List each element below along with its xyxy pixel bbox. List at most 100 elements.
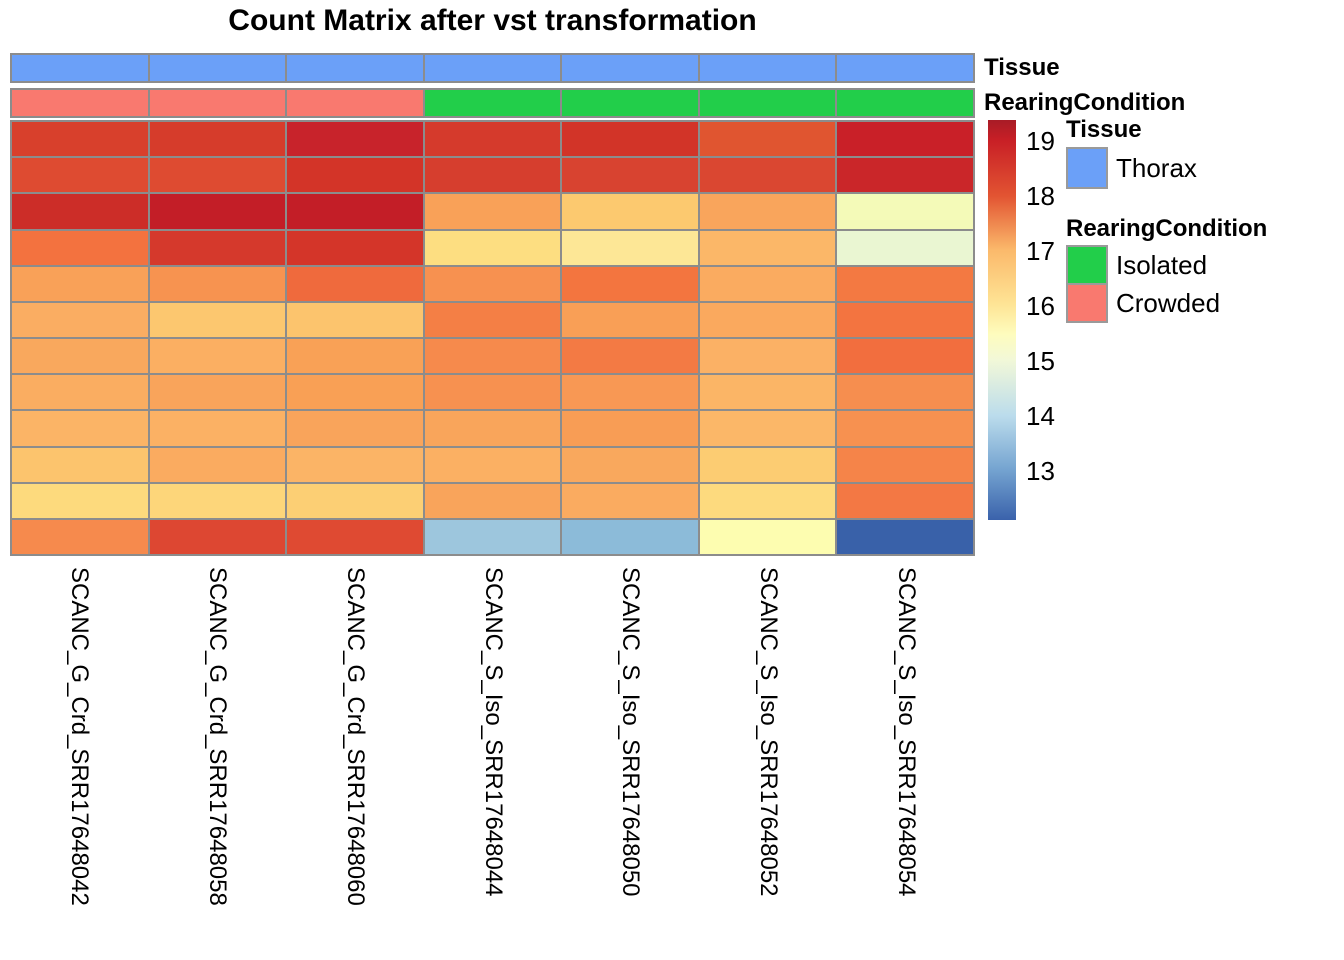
legend-crowded-swatch xyxy=(1066,283,1108,323)
heatmap-cell-r7-c5 xyxy=(562,339,698,374)
heatmap-cell-r11-c6 xyxy=(699,483,836,518)
tissue-annotation-cell-c1 xyxy=(12,55,148,81)
rearing-condition-annotation-bar xyxy=(10,88,975,118)
heatmap-cell-r3-c6 xyxy=(699,194,836,229)
heatmap-cell-r10-c4 xyxy=(424,447,561,482)
heatmap-cell-r6-c4 xyxy=(424,302,561,337)
heatmap-cell-r5-c6 xyxy=(699,266,836,301)
column-label-4: SCANC_S_Iso_SRR17648044 xyxy=(479,567,507,897)
column-label-2: SCANC_G_Crd_SRR17648058 xyxy=(203,567,231,906)
heatmap-cell-r1-c7 xyxy=(837,122,973,157)
heatmap-cell-r6-c6 xyxy=(699,302,836,337)
heatmap-cell-r10-c3 xyxy=(287,447,423,482)
heatmap-cell-r5-c2 xyxy=(149,266,286,301)
heatmap-cell-r7-c2 xyxy=(149,339,286,374)
heatmap-cell-r12-c3 xyxy=(287,519,423,554)
heatmap-cell-r7-c3 xyxy=(287,339,423,374)
column-label-5: SCANC_S_Iso_SRR17648050 xyxy=(617,567,645,897)
column-label-3: SCANC_G_Crd_SRR17648060 xyxy=(341,567,369,906)
heatmap-cell-r11-c1 xyxy=(12,483,148,518)
heatmap-cell-r5-c1 xyxy=(12,266,148,301)
rearingcondition-annotation-cell-c3 xyxy=(287,90,423,116)
heatmap-cell-r11-c5 xyxy=(562,483,698,518)
heatmap-cell-r9-c5 xyxy=(562,411,698,446)
heatmap-cell-r8-c4 xyxy=(424,375,561,410)
heatmap-cell-r7-c6 xyxy=(699,339,836,374)
heatmap-cell-r2-c1 xyxy=(12,158,148,193)
heatmap-cell-r8-c5 xyxy=(562,375,698,410)
heatmap-cell-r8-c6 xyxy=(699,375,836,410)
heatmap-cell-r12-c6 xyxy=(699,519,836,554)
heatmap-cell-r6-c3 xyxy=(287,302,423,337)
heatmap-cell-r12-c2 xyxy=(149,519,286,554)
heatmap-cell-r4-c6 xyxy=(699,230,836,265)
heatmap-cell-r3-c7 xyxy=(837,194,973,229)
heatmap-cell-r9-c3 xyxy=(287,411,423,446)
heatmap-cell-r5-c4 xyxy=(424,266,561,301)
color-scale-bar xyxy=(988,120,1016,520)
page-title: Count Matrix after vst transformation xyxy=(228,4,757,37)
heatmap-cell-r9-c4 xyxy=(424,411,561,446)
rearingcondition-annotation-cell-c5 xyxy=(562,90,698,116)
legend-isolated-swatch xyxy=(1066,245,1108,285)
heatmap-cell-r3-c1 xyxy=(12,194,148,229)
heatmap-cell-r4-c4 xyxy=(424,230,561,265)
column-label-1: SCANC_G_Crd_SRR17648042 xyxy=(65,567,93,906)
heatmap-cell-r4-c3 xyxy=(287,230,423,265)
heatmap-cell-r5-c7 xyxy=(837,266,973,301)
heatmap-cell-r11-c2 xyxy=(149,483,286,518)
tissue-annotation-cell-c2 xyxy=(149,55,286,81)
heatmap-cell-r7-c4 xyxy=(424,339,561,374)
heatmap-cell-r7-c1 xyxy=(12,339,148,374)
legend-tissue-header: Tissue xyxy=(1066,116,1142,143)
legend-isolated-label: Isolated xyxy=(1116,250,1208,280)
heatmap-grid xyxy=(10,120,975,556)
heatmap-cell-r1-c5 xyxy=(562,122,698,157)
legend-crowded-label: Crowded xyxy=(1116,288,1221,318)
heatmap-cell-r9-c2 xyxy=(149,411,286,446)
rearingcondition-annotation-cell-c7 xyxy=(837,90,973,116)
heatmap-cell-r4-c7 xyxy=(837,230,973,265)
tissue-annotation-bar xyxy=(10,53,975,83)
color-scale-tick-17: 17 xyxy=(1026,236,1055,266)
heatmap-cell-r6-c2 xyxy=(149,302,286,337)
color-scale-tick-16: 16 xyxy=(1026,291,1055,321)
heatmap-cell-r8-c3 xyxy=(287,375,423,410)
heatmap-cell-r1-c1 xyxy=(12,122,148,157)
rearingcondition-annotation-cell-c2 xyxy=(149,90,286,116)
heatmap-cell-r6-c5 xyxy=(562,302,698,337)
heatmap-cell-r3-c4 xyxy=(424,194,561,229)
tissue-annotation-label: Tissue xyxy=(984,54,1060,81)
heatmap-cell-r1-c3 xyxy=(287,122,423,157)
heatmap-cell-r5-c5 xyxy=(562,266,698,301)
rearingcondition-annotation-cell-c1 xyxy=(12,90,148,116)
heatmap-cell-r6-c1 xyxy=(12,302,148,337)
column-label-6: SCANC_S_Iso_SRR17648052 xyxy=(755,567,783,897)
tissue-annotation-cell-c7 xyxy=(837,55,973,81)
tissue-annotation-cell-c3 xyxy=(287,55,423,81)
column-label-7: SCANC_S_Iso_SRR17648054 xyxy=(893,567,921,897)
heatmap-cell-r3-c5 xyxy=(562,194,698,229)
heatmap-cell-r7-c7 xyxy=(837,339,973,374)
heatmap-cell-r8-c7 xyxy=(837,375,973,410)
color-scale-tick-18: 18 xyxy=(1026,181,1055,211)
heatmap-cell-r9-c1 xyxy=(12,411,148,446)
heatmap-cell-r3-c2 xyxy=(149,194,286,229)
heatmap-cell-r9-c6 xyxy=(699,411,836,446)
heatmap-cell-r10-c2 xyxy=(149,447,286,482)
tissue-annotation-cell-c4 xyxy=(424,55,561,81)
heatmap-cell-r2-c6 xyxy=(699,158,836,193)
heatmap-cell-r2-c3 xyxy=(287,158,423,193)
heatmap-cell-r12-c7 xyxy=(837,519,973,554)
heatmap-cell-r1-c6 xyxy=(699,122,836,157)
heatmap-cell-r11-c4 xyxy=(424,483,561,518)
rearing-condition-annotation-label: RearingCondition xyxy=(984,89,1186,116)
heatmap-cell-r4-c2 xyxy=(149,230,286,265)
heatmap-cell-r12-c1 xyxy=(12,519,148,554)
heatmap-cell-r1-c4 xyxy=(424,122,561,157)
heatmap-cell-r10-c6 xyxy=(699,447,836,482)
rearingcondition-annotation-cell-c4 xyxy=(424,90,561,116)
heatmap-cell-r2-c4 xyxy=(424,158,561,193)
heatmap-cell-r2-c2 xyxy=(149,158,286,193)
heatmap-cell-r11-c7 xyxy=(837,483,973,518)
